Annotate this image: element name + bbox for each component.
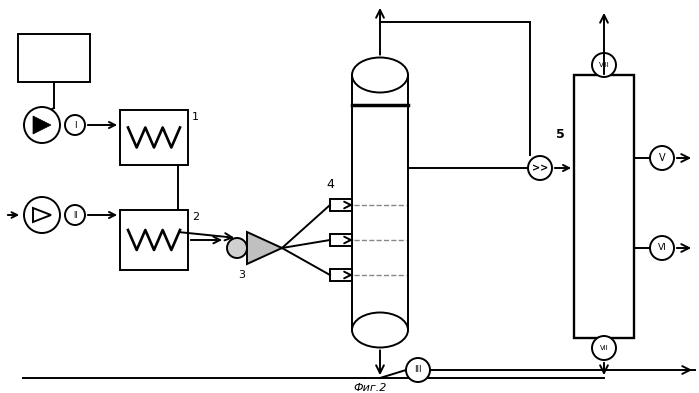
Ellipse shape	[352, 57, 408, 92]
Circle shape	[650, 146, 674, 170]
Text: I: I	[73, 121, 76, 130]
Circle shape	[65, 205, 85, 225]
Bar	[120, 110, 188, 165]
Circle shape	[24, 197, 60, 233]
Text: 1: 1	[192, 112, 199, 122]
Circle shape	[406, 358, 430, 382]
Bar	[330, 199, 352, 211]
Circle shape	[227, 238, 247, 258]
Text: 2: 2	[192, 212, 199, 222]
Text: II: II	[73, 211, 78, 220]
Bar	[120, 210, 188, 270]
Circle shape	[528, 156, 552, 180]
Text: Фиг.2: Фиг.2	[353, 383, 387, 393]
Bar	[574, 75, 634, 338]
Circle shape	[24, 107, 60, 143]
Polygon shape	[33, 208, 51, 222]
Circle shape	[65, 115, 85, 135]
Text: 5: 5	[556, 129, 565, 141]
Text: VI: VI	[658, 244, 666, 252]
Bar	[18, 34, 90, 82]
Circle shape	[592, 53, 616, 77]
Bar	[330, 234, 352, 246]
Text: 3: 3	[238, 270, 245, 280]
Text: V: V	[658, 153, 665, 163]
Text: VIII: VIII	[598, 62, 610, 68]
Circle shape	[650, 236, 674, 260]
Text: 4: 4	[326, 178, 334, 191]
Text: III: III	[415, 365, 421, 375]
Text: >>: >>	[532, 163, 548, 173]
Circle shape	[592, 336, 616, 360]
Bar	[330, 269, 352, 281]
Ellipse shape	[352, 312, 408, 347]
Polygon shape	[247, 232, 282, 264]
Polygon shape	[33, 116, 51, 134]
Bar	[352, 75, 408, 330]
Text: VII: VII	[600, 345, 608, 351]
